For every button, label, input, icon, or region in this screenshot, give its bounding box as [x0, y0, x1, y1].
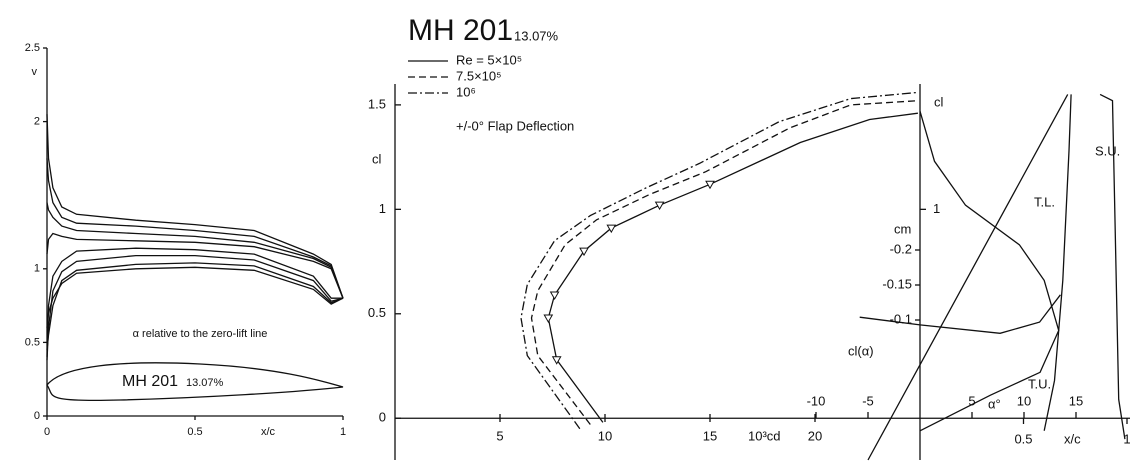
data-line [46, 158, 344, 299]
y-tick-label: 0.5 [25, 336, 40, 348]
marker [551, 356, 562, 365]
y-tick-label: 2.5 [25, 42, 40, 54]
marker [543, 314, 554, 323]
y-tick-label: 1 [34, 263, 40, 275]
x-tick-label: 15 [703, 428, 717, 443]
curve-label: S.U. [1095, 143, 1120, 158]
y-tick-label: 0.5 [368, 305, 386, 320]
marker [549, 291, 560, 300]
marker [705, 180, 715, 190]
data-line [859, 294, 1061, 334]
y-tick-label: 2 [34, 116, 40, 128]
legend-label: 10⁶ [456, 84, 476, 99]
cm-tick-label: -0.15 [882, 276, 912, 291]
chart-subtitle: 13.07% [514, 28, 559, 43]
y-tick-label: 0 [34, 410, 40, 422]
data-line [520, 91, 918, 430]
alpha-tick-label: -5 [862, 393, 874, 408]
alpha-tick-label: 15 [1069, 393, 1083, 408]
curve-label: cl(α) [848, 343, 874, 358]
curve-label: T.U. [1028, 376, 1051, 391]
xc-label: x/c [1064, 431, 1081, 446]
data-line [530, 100, 918, 425]
cm-label: cm [894, 221, 911, 236]
x-tick-label: 20 [808, 428, 822, 443]
xc-tick-label: 1 [1123, 431, 1130, 446]
marker [654, 201, 665, 211]
data-line [46, 247, 343, 358]
data-line [46, 262, 344, 350]
y-tick-label: 0 [379, 410, 386, 425]
cm-tick-label: -0.2 [890, 241, 912, 256]
data-line [46, 114, 344, 299]
alpha-tick-label: 5 [968, 393, 975, 408]
y-tick-label: 1 [933, 201, 940, 216]
data-line [46, 266, 344, 328]
y-tick-label: 1.5 [368, 96, 386, 111]
x-axis-label: x/c [261, 426, 276, 438]
data-line [46, 232, 344, 299]
airfoil-thickness: 13.07% [186, 377, 224, 389]
y-tick-label: 1 [379, 201, 386, 216]
x-tick-label: 0.5 [187, 426, 202, 438]
x-tick-label: 1 [340, 426, 346, 438]
y-axis-label: v [32, 66, 38, 78]
data-line [919, 94, 1072, 432]
alpha-tick-label: -10 [807, 393, 826, 408]
curve-label: T.L. [1034, 194, 1055, 209]
cm-tick-label: -0.1 [890, 311, 912, 326]
data-line [867, 94, 1069, 461]
marker [579, 247, 589, 257]
airfoil-shape [46, 362, 344, 401]
x-tick-label: 0 [44, 426, 50, 438]
data-line [1099, 93, 1126, 440]
x-tick-label: 10 [598, 428, 612, 443]
legend-label: Re = 5×10⁵ [456, 52, 522, 67]
y-axis-label: cl [934, 94, 944, 109]
y-axis-label: cl [372, 151, 382, 166]
marker [606, 224, 617, 234]
chart-title: MH 201 [408, 14, 513, 47]
data-line [46, 202, 344, 299]
annotation: α relative to the zero-lift line [133, 328, 268, 340]
data-line [919, 111, 1060, 431]
x-tick-label: 5 [496, 428, 503, 443]
alpha-label: α° [988, 396, 1001, 411]
airfoil-label: MH 201 [122, 373, 178, 390]
xc-tick-label: 0.5 [1014, 431, 1032, 446]
x-axis-label: 10³cd [748, 428, 781, 443]
note: +/-0° Flap Deflection [456, 118, 574, 133]
legend-label: 7.5×10⁵ [456, 68, 502, 83]
alpha-tick-label: 10 [1017, 393, 1031, 408]
data-line [547, 112, 918, 423]
